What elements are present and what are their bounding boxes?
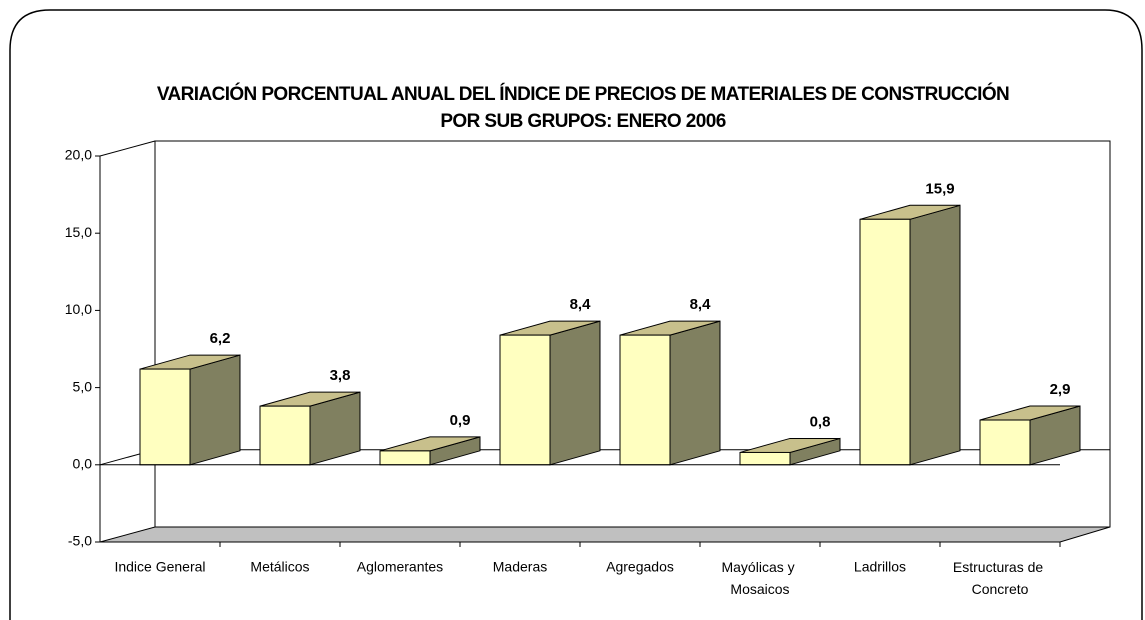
value-label: 0,9 — [450, 412, 471, 429]
bar — [499, 334, 551, 466]
bar — [739, 451, 791, 466]
bar — [619, 334, 671, 466]
y-tick-label: 5,0 — [73, 378, 93, 394]
y-tick-label: 10,0 — [65, 301, 92, 317]
y-tick-label: 15,0 — [65, 224, 92, 240]
side-wall-top — [99, 140, 156, 157]
y-tick-label: -5,0 — [68, 533, 92, 549]
x-tick-label: Ladrillos — [854, 559, 906, 575]
bar-side — [189, 354, 241, 466]
bar — [139, 368, 191, 466]
bar — [259, 405, 311, 466]
value-label: 8,4 — [570, 296, 592, 313]
value-label: 6,2 — [210, 330, 231, 347]
bar — [379, 450, 431, 466]
value-label: 0,8 — [810, 413, 831, 430]
bar-side — [549, 320, 601, 466]
y-tick-label: 20,0 — [65, 147, 92, 163]
x-tick-label: Metálicos — [250, 559, 309, 575]
bar-side — [669, 320, 721, 466]
bar — [859, 218, 911, 466]
value-label: 8,4 — [690, 296, 712, 313]
value-label: 15,9 — [925, 180, 954, 197]
x-tick-label: Aglomerantes — [357, 559, 443, 575]
chart-title: POR SUB GRUPOS: ENERO 2006 — [440, 111, 725, 132]
x-tick-label: Estructuras de Concreto — [953, 559, 1047, 597]
frame — [9, 9, 1143, 620]
x-tick-label: Mayólicas y Mosaicos — [721, 559, 798, 597]
x-tick-label: Agregados — [606, 559, 674, 575]
chart-title: VARIACIÓN PORCENTUAL ANUAL DEL ÍNDICE DE… — [157, 83, 1009, 105]
value-label: 3,8 — [330, 367, 351, 384]
bar-side — [909, 204, 961, 466]
x-tick-label: Maderas — [493, 559, 547, 575]
floor — [99, 526, 1111, 543]
value-label: 2,9 — [1050, 381, 1071, 398]
y-tick-label: 0,0 — [73, 456, 93, 472]
x-tick-label: Indice General — [114, 559, 205, 575]
bar — [979, 419, 1031, 466]
